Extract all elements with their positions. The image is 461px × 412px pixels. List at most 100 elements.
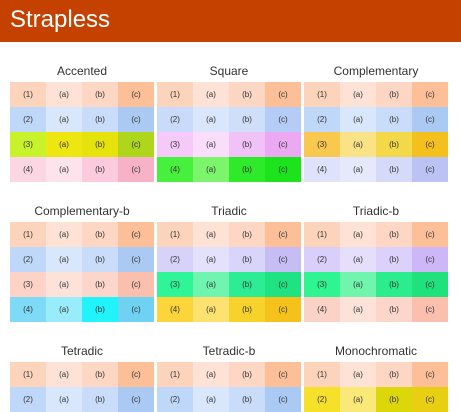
color-swatch[interactable]: (3) [157, 132, 193, 157]
color-swatch[interactable]: (1) [304, 222, 340, 247]
color-swatch[interactable]: (c) [412, 362, 448, 387]
color-swatch[interactable]: (4) [10, 297, 46, 322]
color-swatch[interactable]: (c) [118, 362, 154, 387]
color-swatch[interactable]: (2) [10, 247, 46, 272]
color-swatch[interactable]: (a) [193, 107, 229, 132]
color-swatch[interactable]: (2) [157, 247, 193, 272]
color-swatch[interactable]: (c) [118, 272, 154, 297]
color-swatch[interactable]: (b) [376, 222, 412, 247]
color-swatch[interactable]: (b) [229, 272, 265, 297]
color-swatch[interactable]: (c) [118, 387, 154, 412]
color-swatch[interactable]: (3) [10, 132, 46, 157]
color-swatch[interactable]: (2) [304, 107, 340, 132]
color-swatch[interactable]: (c) [118, 222, 154, 247]
color-swatch[interactable]: (b) [229, 297, 265, 322]
color-swatch[interactable]: (a) [340, 132, 376, 157]
color-swatch[interactable]: (b) [376, 387, 412, 412]
color-swatch[interactable]: (b) [82, 272, 118, 297]
color-swatch[interactable]: (b) [82, 387, 118, 412]
color-swatch[interactable]: (4) [304, 297, 340, 322]
color-swatch[interactable]: (c) [118, 157, 154, 182]
color-swatch[interactable]: (c) [265, 107, 301, 132]
color-swatch[interactable]: (a) [340, 362, 376, 387]
color-swatch[interactable]: (1) [304, 362, 340, 387]
color-swatch[interactable]: (c) [265, 222, 301, 247]
color-swatch[interactable]: (b) [229, 132, 265, 157]
color-swatch[interactable]: (a) [340, 157, 376, 182]
color-swatch[interactable]: (4) [10, 157, 46, 182]
color-swatch[interactable]: (a) [46, 297, 82, 322]
color-swatch[interactable]: (c) [265, 82, 301, 107]
color-swatch[interactable]: (c) [412, 272, 448, 297]
color-swatch[interactable]: (a) [46, 132, 82, 157]
color-swatch[interactable]: (b) [376, 82, 412, 107]
color-swatch[interactable]: (a) [46, 222, 82, 247]
color-swatch[interactable]: (c) [412, 222, 448, 247]
color-swatch[interactable]: (b) [376, 272, 412, 297]
color-swatch[interactable]: (b) [229, 222, 265, 247]
color-swatch[interactable]: (c) [412, 132, 448, 157]
color-swatch[interactable]: (c) [118, 107, 154, 132]
color-swatch[interactable]: (c) [265, 247, 301, 272]
color-swatch[interactable]: (b) [376, 107, 412, 132]
color-swatch[interactable]: (a) [340, 222, 376, 247]
color-swatch[interactable]: (2) [304, 387, 340, 412]
color-swatch[interactable]: (3) [10, 272, 46, 297]
color-swatch[interactable]: (c) [265, 297, 301, 322]
color-swatch[interactable]: (b) [82, 247, 118, 272]
color-swatch[interactable]: (b) [376, 297, 412, 322]
color-swatch[interactable]: (2) [10, 107, 46, 132]
color-swatch[interactable]: (b) [82, 157, 118, 182]
color-swatch[interactable]: (a) [193, 82, 229, 107]
color-swatch[interactable]: (b) [82, 132, 118, 157]
color-swatch[interactable]: (b) [376, 157, 412, 182]
color-swatch[interactable]: (2) [10, 387, 46, 412]
color-swatch[interactable]: (c) [412, 387, 448, 412]
color-swatch[interactable]: (3) [304, 272, 340, 297]
color-swatch[interactable]: (b) [229, 247, 265, 272]
color-swatch[interactable]: (a) [193, 222, 229, 247]
color-swatch[interactable]: (3) [304, 132, 340, 157]
color-swatch[interactable]: (a) [46, 362, 82, 387]
color-swatch[interactable]: (b) [82, 297, 118, 322]
color-swatch[interactable]: (a) [46, 387, 82, 412]
color-swatch[interactable]: (1) [157, 82, 193, 107]
color-swatch[interactable]: (b) [376, 247, 412, 272]
color-swatch[interactable]: (b) [229, 82, 265, 107]
color-swatch[interactable]: (a) [46, 107, 82, 132]
color-swatch[interactable]: (1) [157, 362, 193, 387]
color-swatch[interactable]: (c) [412, 82, 448, 107]
color-swatch[interactable]: (b) [229, 107, 265, 132]
color-swatch[interactable]: (a) [193, 272, 229, 297]
color-swatch[interactable]: (a) [193, 247, 229, 272]
color-swatch[interactable]: (a) [46, 157, 82, 182]
color-swatch[interactable]: (c) [118, 132, 154, 157]
color-swatch[interactable]: (2) [304, 247, 340, 272]
color-swatch[interactable]: (4) [157, 297, 193, 322]
color-swatch[interactable]: (a) [193, 297, 229, 322]
color-swatch[interactable]: (1) [304, 82, 340, 107]
color-swatch[interactable]: (c) [265, 272, 301, 297]
color-swatch[interactable]: (c) [412, 107, 448, 132]
color-swatch[interactable]: (3) [157, 272, 193, 297]
color-swatch[interactable]: (1) [10, 362, 46, 387]
color-swatch[interactable]: (c) [118, 82, 154, 107]
color-swatch[interactable]: (1) [10, 82, 46, 107]
color-swatch[interactable]: (c) [265, 362, 301, 387]
color-swatch[interactable]: (c) [265, 132, 301, 157]
color-swatch[interactable]: (a) [193, 362, 229, 387]
color-swatch[interactable]: (2) [157, 107, 193, 132]
color-swatch[interactable]: (c) [118, 297, 154, 322]
color-swatch[interactable]: (2) [157, 387, 193, 412]
color-swatch[interactable]: (a) [340, 82, 376, 107]
color-swatch[interactable]: (a) [340, 107, 376, 132]
color-swatch[interactable]: (1) [157, 222, 193, 247]
color-swatch[interactable]: (b) [376, 132, 412, 157]
color-swatch[interactable]: (c) [412, 297, 448, 322]
color-swatch[interactable]: (b) [82, 362, 118, 387]
color-swatch[interactable]: (b) [82, 82, 118, 107]
color-swatch[interactable]: (a) [193, 132, 229, 157]
color-swatch[interactable]: (1) [10, 222, 46, 247]
color-swatch[interactable]: (b) [82, 107, 118, 132]
color-swatch[interactable]: (b) [229, 387, 265, 412]
